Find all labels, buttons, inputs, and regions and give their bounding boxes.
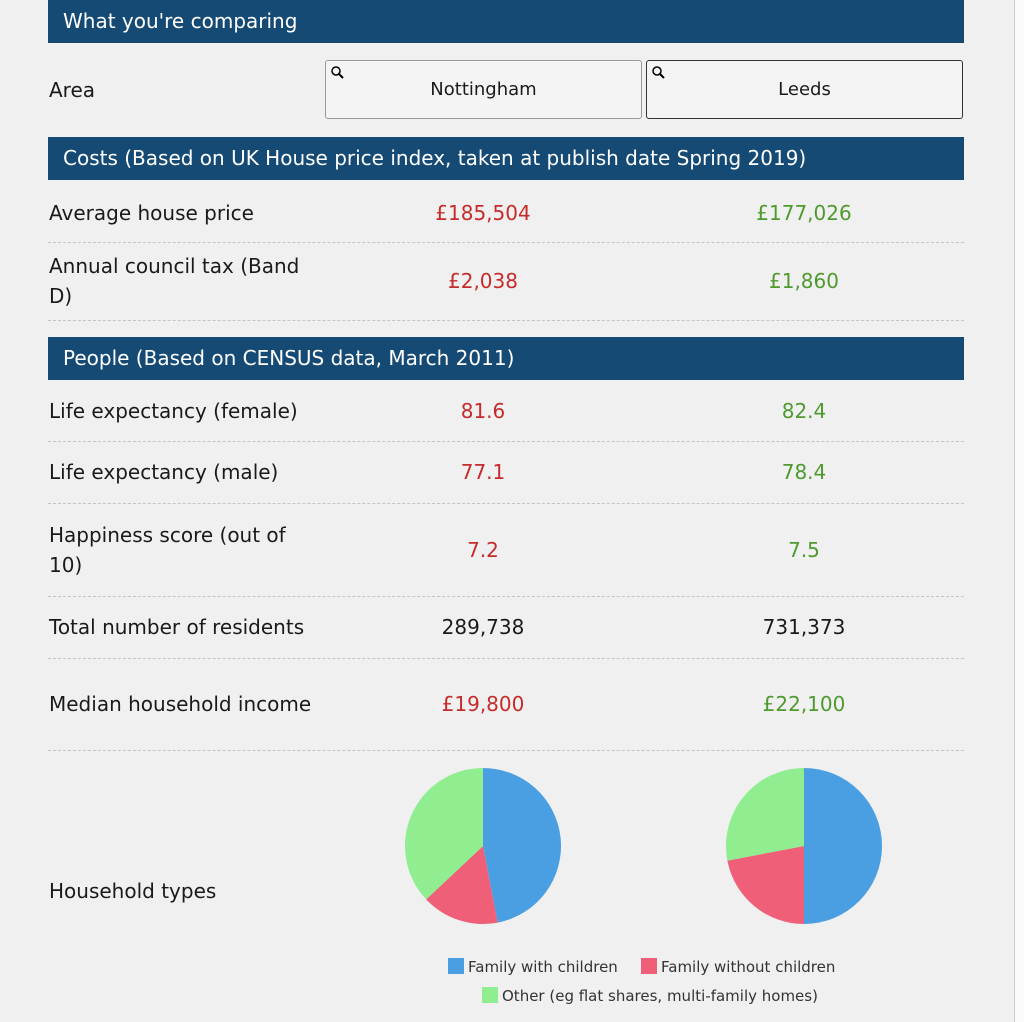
legend-item: Family with children	[448, 958, 618, 976]
row-value: £2,038	[448, 269, 518, 293]
legend-label: Family with children	[468, 958, 618, 976]
row-value: £19,800	[441, 692, 525, 716]
legend-item: Family without children	[641, 958, 835, 976]
legend-item: Other (eg flat shares, multi-family home…	[482, 987, 818, 1005]
row-label: Household types	[49, 879, 217, 903]
legend-swatch	[482, 987, 498, 1003]
legend-swatch	[641, 958, 657, 974]
section-header: People (Based on CENSUS data, March 2011…	[48, 337, 964, 380]
legend-label: Family without children	[661, 958, 836, 976]
row-label: Average house price	[49, 200, 254, 225]
pie-slice	[483, 768, 562, 923]
row-divider	[48, 750, 964, 751]
pie-slice	[405, 767, 483, 900]
row-value: 77.1	[460, 460, 506, 484]
row-value: 289,738	[441, 615, 525, 639]
section-header: What you're comparing	[48, 0, 964, 43]
scrollbar	[1014, 0, 1024, 1022]
row-value: 7.5	[788, 537, 820, 562]
area-value: Nottingham	[430, 79, 537, 100]
row-value: £22,100	[762, 692, 846, 716]
row-label: Life expectancy (male)	[49, 460, 279, 484]
row-label: Annual council tax (Band D)	[49, 254, 300, 308]
section-header: Costs (Based on UK House price index, ta…	[48, 137, 964, 180]
row-value: 82.4	[781, 398, 827, 423]
legend-label: Other (eg flat shares, multi-family home…	[502, 987, 818, 1005]
area-value: Leeds	[778, 79, 831, 100]
legend-swatch	[448, 958, 464, 974]
row-label: Total number of residents	[49, 615, 305, 639]
area-input[interactable]: Nottingham	[325, 60, 642, 119]
row-value: 81.6	[460, 398, 506, 423]
pie-slice	[804, 768, 882, 924]
row-value: £185,504	[435, 200, 531, 225]
pie-slice	[726, 768, 804, 861]
pie-slice	[426, 846, 498, 924]
row-divider	[48, 658, 964, 659]
row-divider	[48, 441, 964, 442]
row-divider	[48, 503, 964, 504]
row-divider	[48, 596, 964, 597]
row-divider	[48, 320, 964, 321]
row-label: Median household income	[49, 692, 312, 716]
row-label: Happiness score (out of 10)	[49, 522, 286, 577]
row-label: Life expectancy (female)	[49, 398, 298, 423]
row-value: £1,860	[769, 269, 839, 293]
row-value: £177,026	[756, 200, 852, 225]
row-value: 78.4	[781, 460, 827, 484]
row-value: 731,373	[762, 615, 846, 639]
row-divider	[48, 242, 964, 243]
area-input[interactable]: Leeds	[646, 60, 963, 119]
row-label: Area	[49, 78, 96, 102]
row-value: 7.2	[467, 537, 499, 562]
pie-slice	[727, 846, 804, 924]
